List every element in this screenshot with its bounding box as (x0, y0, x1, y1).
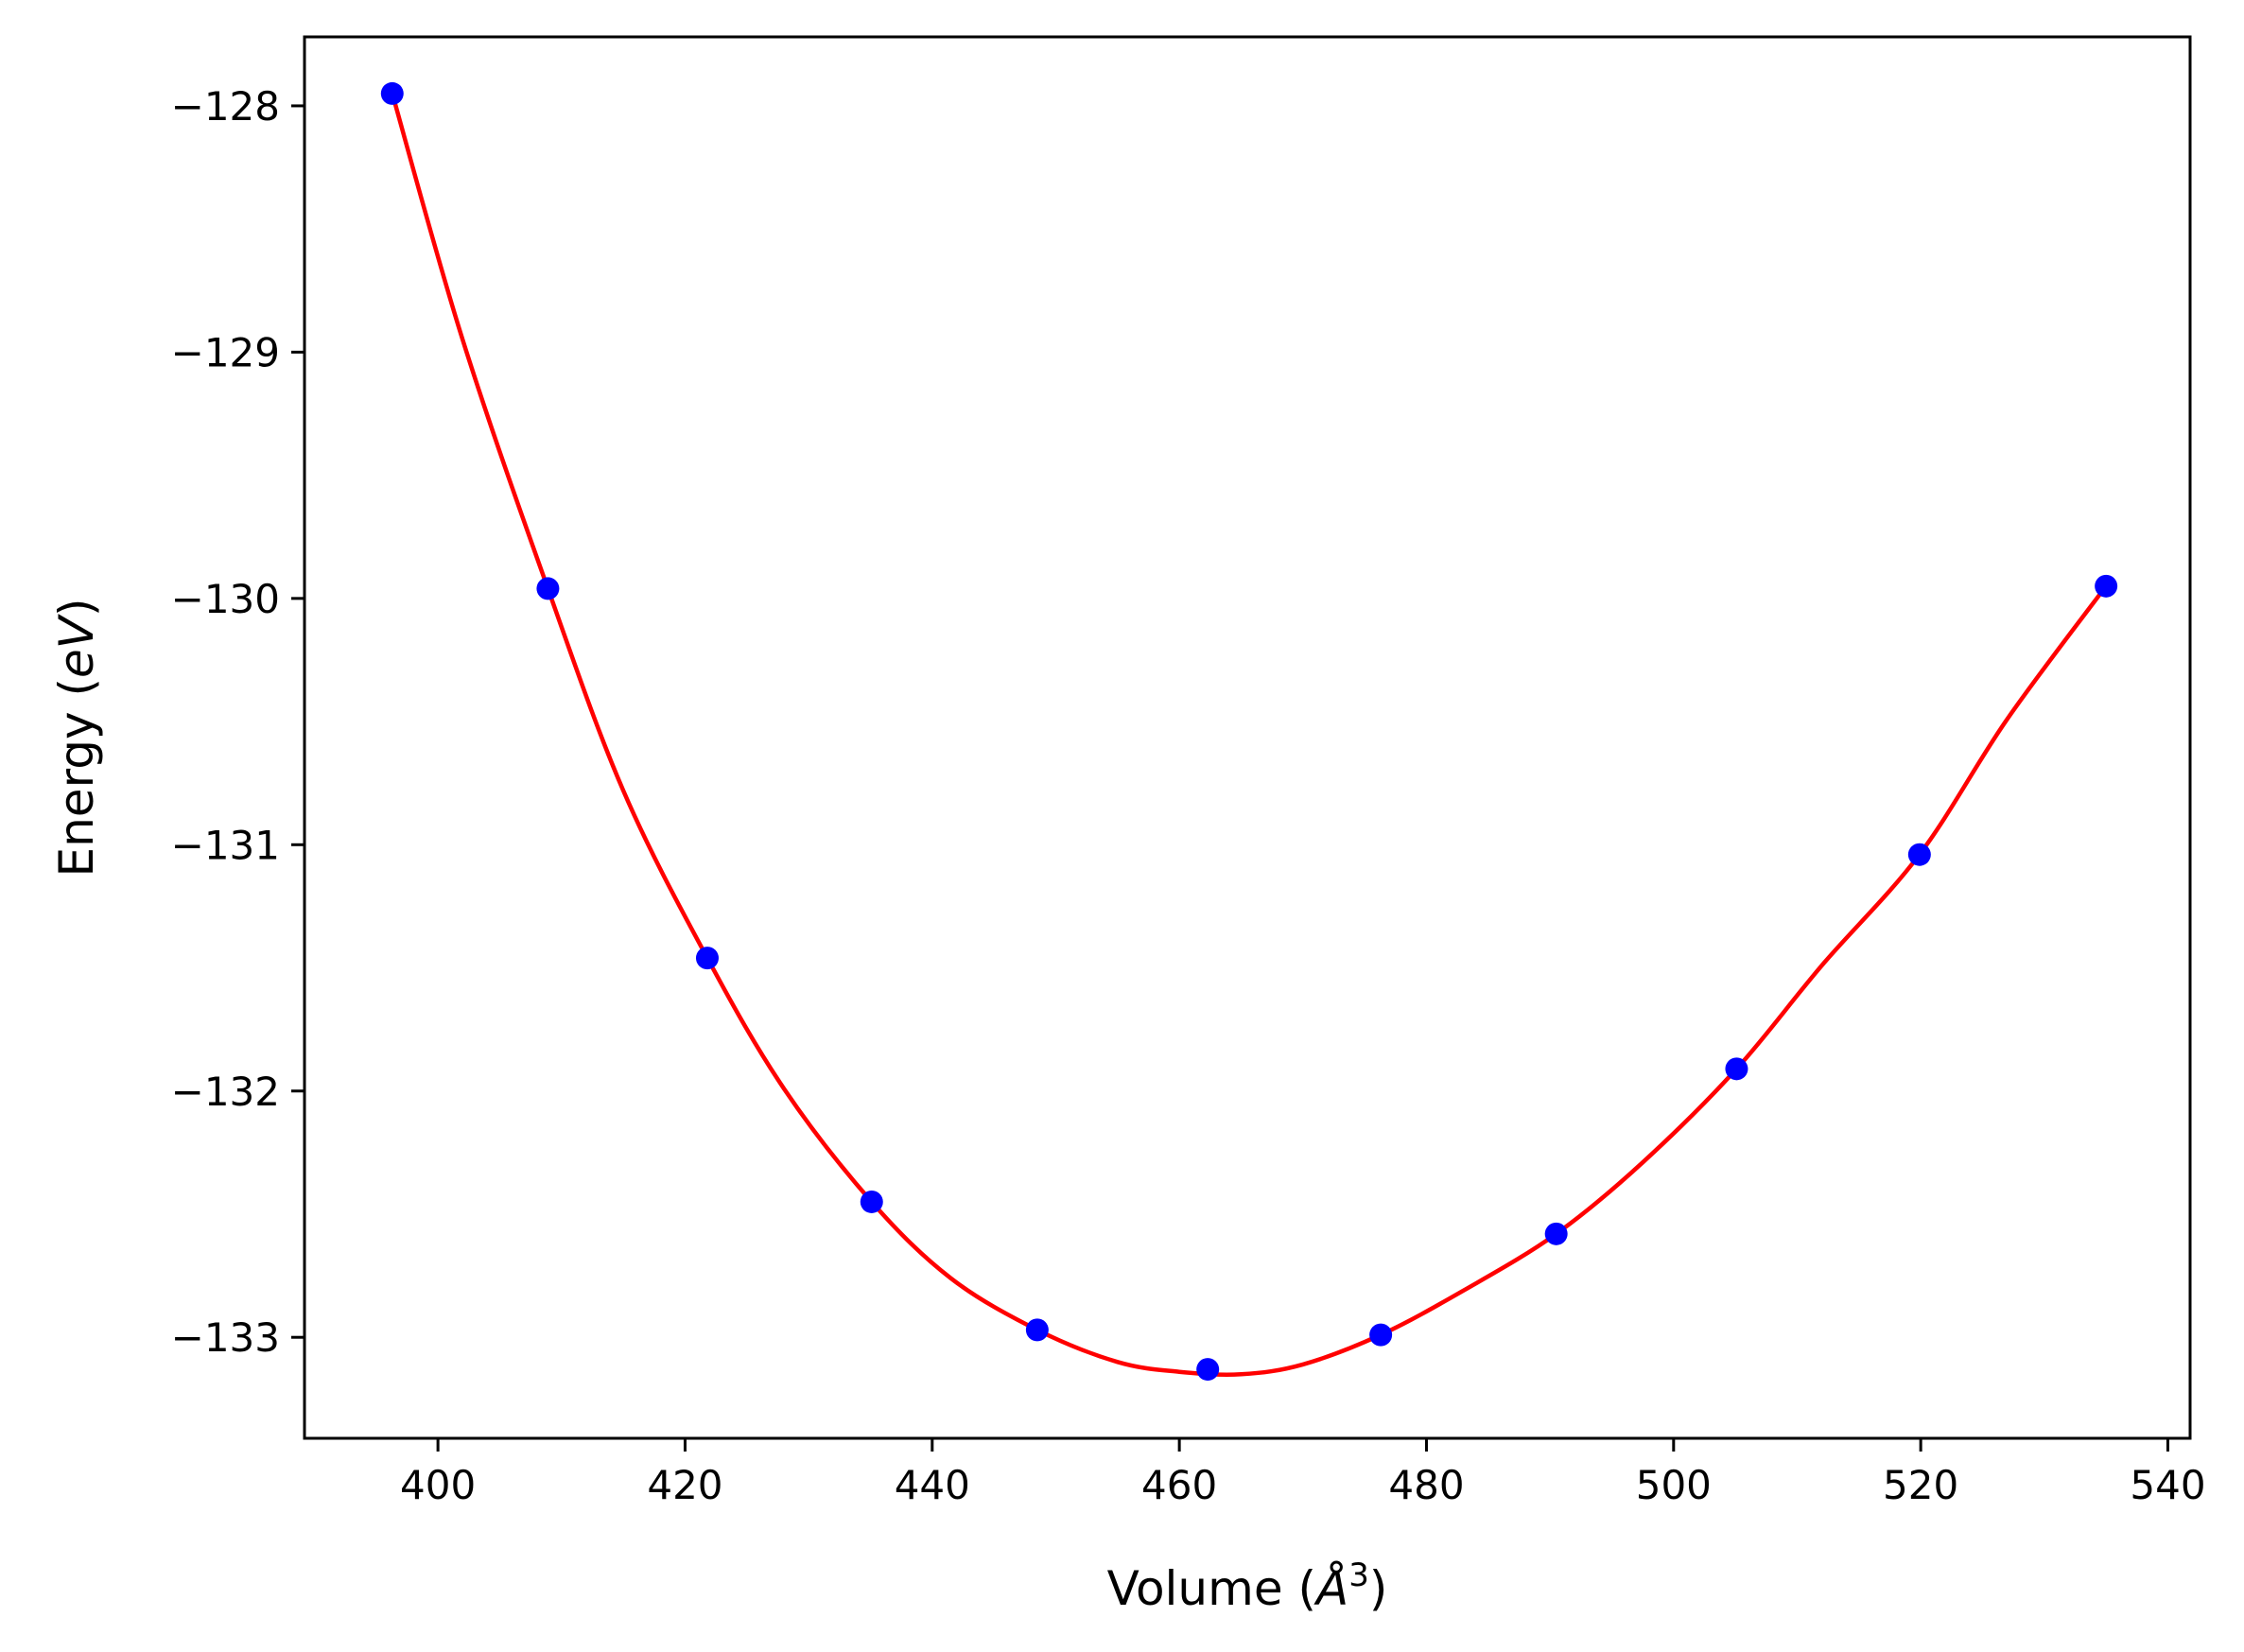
y-tick-label: −133 (171, 1314, 280, 1361)
x-tick-label: 480 (1388, 1462, 1464, 1508)
x-tick-label: 460 (1141, 1462, 1217, 1508)
x-tick-label: 520 (1883, 1462, 1958, 1508)
data-point (695, 947, 719, 970)
data-point (1725, 1057, 1748, 1081)
x-axis-label-superscript: 3 (1348, 1556, 1369, 1594)
plot-area (380, 81, 2118, 1382)
y-tick-label: −129 (171, 329, 280, 375)
data-point (1369, 1323, 1393, 1347)
data-point (1025, 1318, 1049, 1342)
x-axis-label: Volume (Å3) (1107, 1556, 1388, 1616)
y-axis-ticks: −128 −129 −130 −131 −132 −133 (171, 83, 304, 1361)
data-point (860, 1190, 883, 1213)
data-point (1544, 1222, 1568, 1245)
y-tick-label: −131 (171, 822, 280, 868)
data-point (2095, 574, 2118, 598)
x-axis-label-unit: Å (1313, 1561, 1348, 1616)
data-point (1196, 1358, 1220, 1382)
y-tick-label: −132 (171, 1069, 280, 1115)
x-tick-label: 440 (895, 1462, 970, 1508)
x-tick-label: 400 (400, 1462, 476, 1508)
data-point (1907, 843, 1931, 866)
y-axis-label-unit: eV (49, 613, 104, 678)
y-axis-label-suffix: ) (49, 599, 104, 617)
fit-curve-line (390, 93, 2108, 1377)
y-tick-label: −128 (171, 83, 280, 130)
y-tick-label: −130 (171, 576, 280, 622)
x-tick-label: 540 (2130, 1462, 2205, 1508)
x-tick-label: 500 (1636, 1462, 1712, 1508)
axes-frame (303, 35, 2192, 1440)
y-axis-label-prefix: Energy ( (49, 678, 104, 877)
x-axis-label-prefix: Volume ( (1107, 1561, 1316, 1616)
y-axis-label: Energy (eV) (49, 599, 104, 878)
x-tick-label: 420 (647, 1462, 722, 1508)
x-axis-ticks: 400 420 440 460 480 500 520 540 (400, 1438, 2206, 1508)
data-point (380, 81, 404, 105)
data-point (536, 577, 560, 600)
x-axis-label-suffix: ) (1369, 1561, 1388, 1616)
